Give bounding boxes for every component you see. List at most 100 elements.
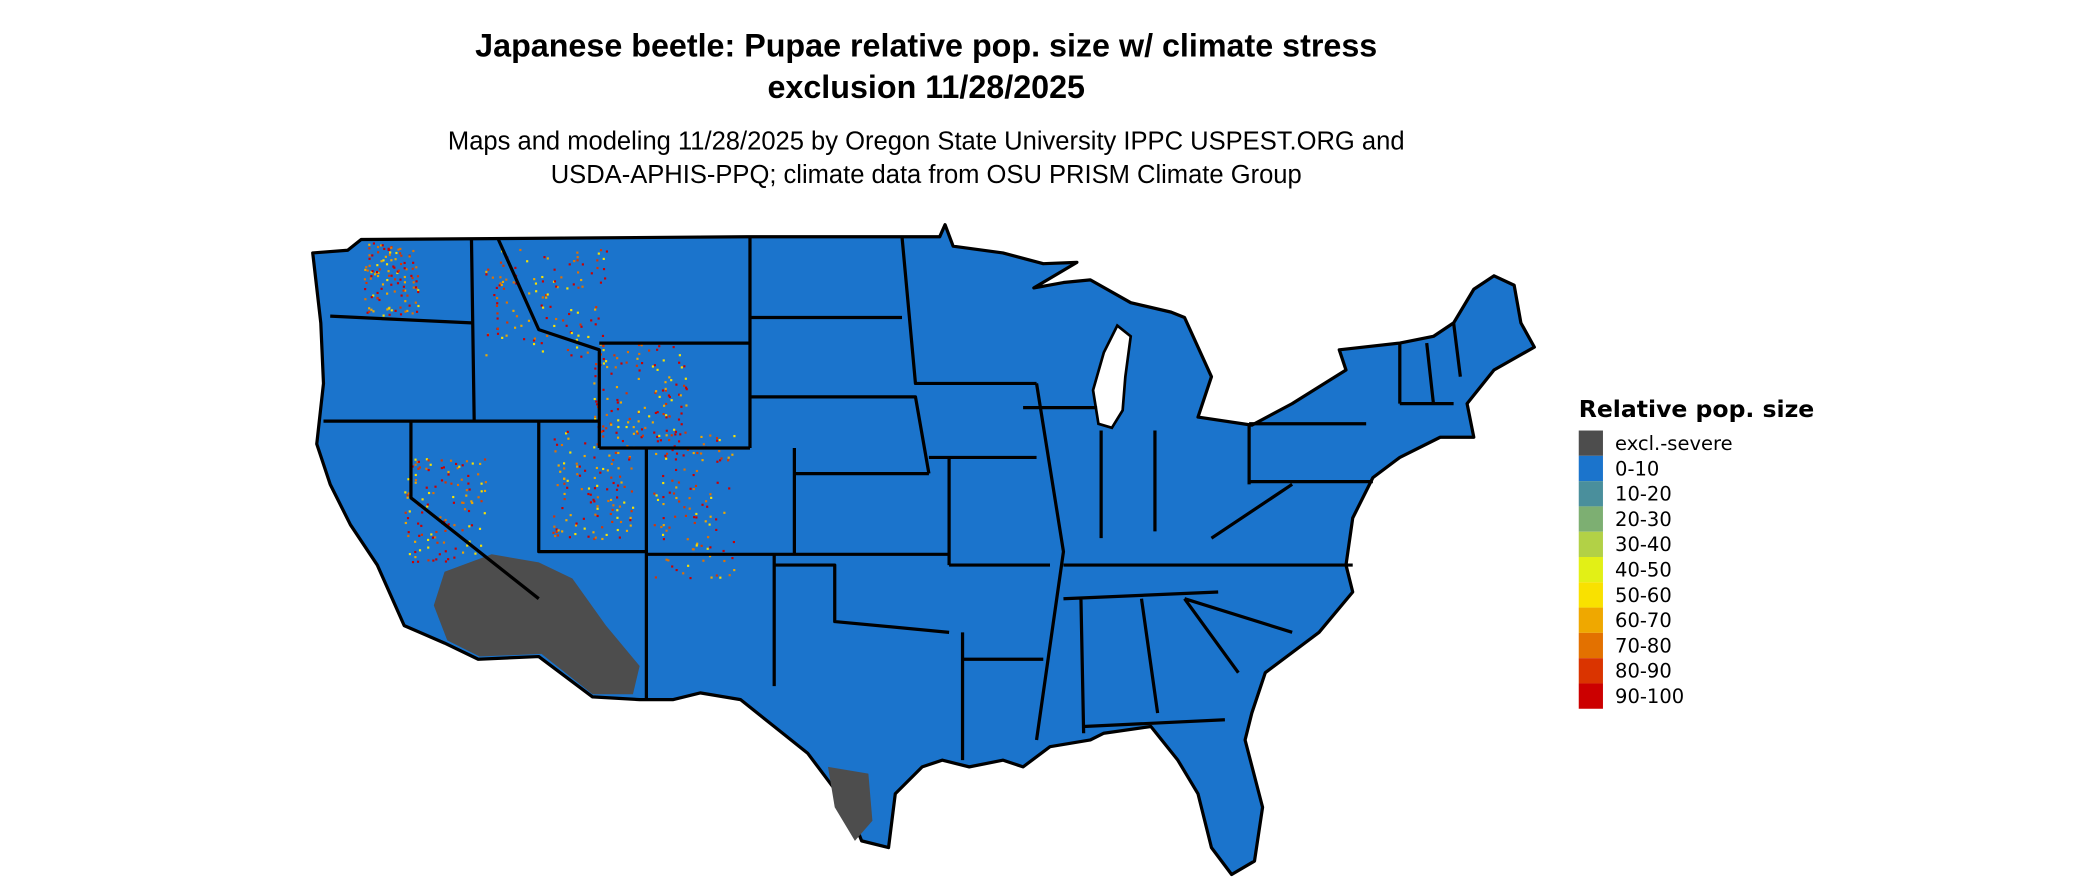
speckle	[710, 496, 713, 499]
speckle	[512, 281, 515, 284]
speckle	[366, 269, 369, 272]
speckle	[695, 516, 698, 519]
speckle	[671, 565, 674, 568]
speckle	[468, 540, 471, 543]
speckle	[535, 290, 538, 293]
speckle	[715, 436, 719, 440]
speckle	[370, 308, 373, 311]
subtitle-line-2: USDA-APHIS-PPQ; climate data from OSU PR…	[551, 161, 1302, 189]
speckle	[402, 289, 405, 292]
speckle	[370, 275, 373, 278]
speckle	[435, 558, 438, 561]
speckle	[386, 308, 389, 311]
speckle	[471, 462, 474, 465]
speckle	[454, 547, 457, 550]
speckle	[453, 556, 456, 559]
speckle	[629, 519, 632, 522]
speckle	[594, 418, 597, 421]
speckle	[615, 431, 618, 434]
legend-label: 30-40	[1615, 533, 1672, 556]
speckle	[555, 285, 558, 288]
speckle	[655, 452, 658, 456]
speckle	[556, 484, 559, 487]
speckle	[593, 487, 597, 490]
speckle	[512, 309, 515, 312]
speckle	[640, 428, 644, 431]
speckle	[656, 411, 659, 414]
speckle	[580, 325, 583, 328]
speckle	[496, 332, 500, 335]
us-map	[311, 223, 1536, 877]
speckle	[382, 259, 385, 262]
speckle	[723, 511, 726, 514]
speckle	[496, 317, 499, 320]
speckle	[587, 492, 590, 496]
speckle	[593, 500, 596, 503]
speckle	[570, 309, 573, 312]
speckle	[671, 448, 674, 452]
speckle	[377, 271, 380, 275]
speckle	[707, 536, 710, 539]
speckle	[616, 398, 619, 402]
speckle	[496, 297, 499, 300]
speckle	[602, 257, 605, 260]
speckle	[380, 244, 383, 247]
speckle	[372, 294, 375, 297]
speckle	[579, 323, 582, 326]
speckle	[527, 319, 531, 322]
speckle	[648, 415, 651, 418]
speckle	[611, 508, 614, 511]
speckle	[466, 544, 469, 547]
speckle	[569, 451, 572, 454]
speckle	[404, 511, 407, 514]
speckle	[606, 365, 609, 369]
speckle	[390, 309, 393, 312]
speckle	[404, 491, 407, 494]
speckle	[465, 460, 469, 463]
speckle	[723, 559, 726, 563]
speckle	[675, 486, 678, 489]
speckle	[499, 282, 502, 285]
speckle	[501, 336, 504, 339]
speckle	[667, 394, 671, 397]
speckle	[532, 343, 536, 346]
speckle	[556, 534, 559, 537]
speckle	[484, 481, 487, 484]
speckle	[502, 264, 505, 267]
speckle	[371, 254, 374, 257]
speckle	[665, 434, 668, 437]
speckle	[417, 467, 420, 470]
speckle	[653, 364, 656, 367]
speckle	[480, 544, 483, 547]
speckle	[557, 529, 560, 532]
speckle	[688, 507, 691, 510]
excluded-area-south-texas	[828, 766, 873, 841]
speckle	[426, 503, 429, 506]
speckle	[601, 537, 604, 541]
speckle	[630, 467, 633, 470]
speckle	[594, 536, 597, 539]
speckle	[386, 278, 389, 282]
speckle	[461, 501, 464, 504]
speckle	[365, 281, 368, 285]
speckle	[533, 337, 536, 340]
speckle	[406, 494, 409, 497]
speckle	[416, 275, 420, 278]
speckle	[427, 538, 430, 542]
speckle	[674, 433, 677, 436]
speckle	[576, 256, 579, 259]
speckle	[566, 479, 569, 482]
speckle	[606, 397, 609, 400]
speckle	[364, 288, 367, 291]
speckle	[559, 470, 562, 473]
speckle	[578, 465, 581, 468]
speckle	[665, 416, 668, 419]
speckle	[610, 372, 613, 375]
speckle	[427, 491, 431, 495]
speckle	[593, 537, 596, 541]
speckle	[552, 531, 555, 534]
speckle	[565, 519, 568, 522]
speckle	[617, 451, 620, 455]
speckle	[586, 351, 589, 354]
